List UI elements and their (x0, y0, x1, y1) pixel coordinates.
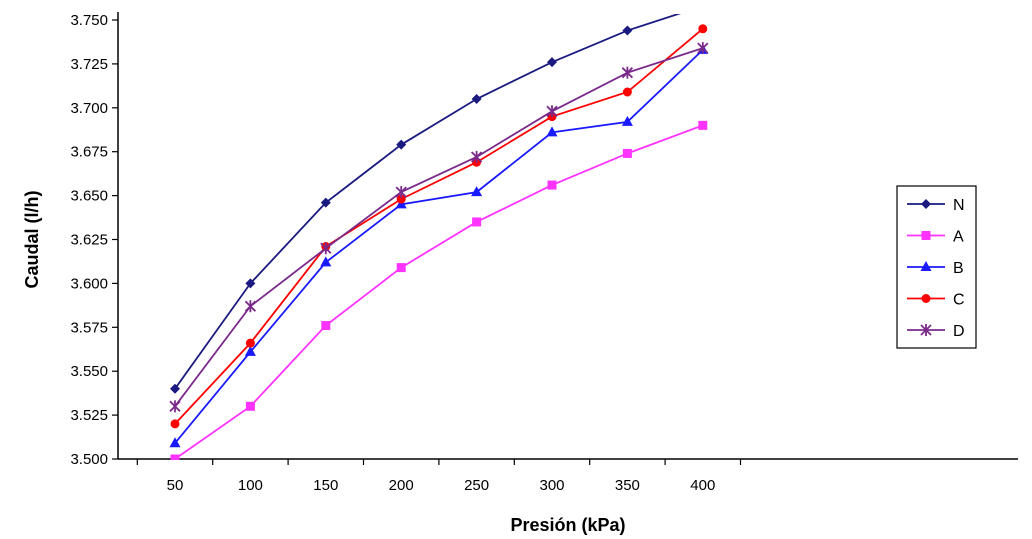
legend-item-d: D (907, 323, 965, 340)
series-n (170, 1, 708, 394)
x-tick-label: 150 (313, 477, 338, 494)
y-tick-label: 3.550 (70, 363, 108, 380)
legend-label-n: N (953, 197, 965, 214)
data-point-n (320, 197, 331, 208)
x-axis-title: Presión (kPa) (510, 515, 625, 535)
data-point-d (621, 66, 634, 79)
series-a (170, 120, 708, 460)
legend-marker-b (920, 261, 932, 271)
data-point-b (244, 345, 256, 356)
y-tick-label: 3.725 (70, 56, 108, 73)
x-tick-label: 350 (615, 477, 640, 494)
y-tick-label: 3.525 (70, 407, 108, 424)
legend-label-c: C (953, 292, 965, 309)
data-point-b (169, 437, 181, 448)
y-tick-label: 3.625 (70, 232, 108, 249)
y-tick-label: 3.500 (70, 451, 108, 468)
y-tick-label: 3.650 (70, 188, 108, 205)
data-point-b (546, 126, 558, 137)
data-point-c (396, 194, 406, 204)
data-point-a (396, 263, 406, 273)
legend-label-d: D (953, 323, 965, 340)
series-layer (169, 1, 709, 460)
data-point-n (396, 139, 407, 150)
data-point-n (698, 1, 708, 11)
data-point-n (471, 94, 482, 105)
legend-item-a: A (907, 229, 964, 246)
data-point-d (244, 300, 257, 313)
legend-marker-n (921, 199, 931, 209)
data-point-d (470, 150, 483, 163)
legend-item-c: C (907, 292, 965, 309)
data-point-d (546, 105, 558, 118)
data-point-n (245, 278, 256, 289)
series-c (170, 24, 708, 429)
x-tick-label: 100 (238, 477, 263, 494)
series-line-a (174, 124, 704, 460)
data-point-d (697, 42, 709, 55)
axes (112, 12, 1018, 465)
data-point-b (471, 186, 483, 197)
data-point-a (245, 401, 255, 411)
x-tick-label: 250 (464, 477, 489, 494)
legend-marker-d (920, 324, 932, 336)
data-point-c (170, 419, 180, 429)
data-point-a (170, 454, 180, 460)
data-point-c (698, 24, 708, 34)
data-point-b (621, 115, 633, 126)
series-line-b (174, 49, 704, 444)
data-point-d (320, 242, 332, 255)
y-tick-label: 3.600 (70, 275, 108, 292)
legend-marker-c (921, 294, 931, 303)
y-tick-label: 3.750 (70, 12, 108, 29)
x-tick-label: 300 (539, 477, 564, 494)
y-tick-label: 3.675 (70, 144, 108, 161)
series-line-d (174, 47, 704, 407)
data-point-n (170, 383, 180, 394)
data-point-d (395, 186, 407, 199)
data-point-b (320, 256, 332, 267)
series-line-c (174, 28, 704, 425)
data-point-a (472, 217, 482, 227)
data-point-n (547, 57, 557, 68)
legend-label-b: B (953, 260, 964, 277)
data-point-a (622, 148, 632, 158)
y-tick-label: 3.575 (70, 319, 108, 336)
x-tick-label: 200 (389, 477, 414, 494)
data-point-a (547, 180, 557, 190)
data-point-c (622, 87, 632, 97)
data-point-n (622, 25, 633, 36)
series-line-n (174, 14, 682, 390)
x-tick-label: 400 (690, 477, 715, 494)
legend-item-b: B (907, 260, 964, 277)
x-tick-label: 50 (167, 477, 184, 494)
data-point-d (169, 400, 181, 413)
data-point-a (698, 120, 708, 130)
y-axis-title: Caudal (l/h) (22, 190, 42, 288)
y-tick-label: 3.700 (70, 100, 108, 117)
legend-marker-a (921, 231, 931, 240)
legend-item-n: N (907, 197, 965, 214)
data-point-c (245, 338, 255, 348)
labels-layer: 3.500 3.525 3.550 3.575 3.600 3.625 3.650 3.675… (22, 12, 715, 535)
data-point-a (321, 321, 331, 331)
legend-label-a: A (953, 229, 964, 246)
series-d (169, 42, 709, 413)
